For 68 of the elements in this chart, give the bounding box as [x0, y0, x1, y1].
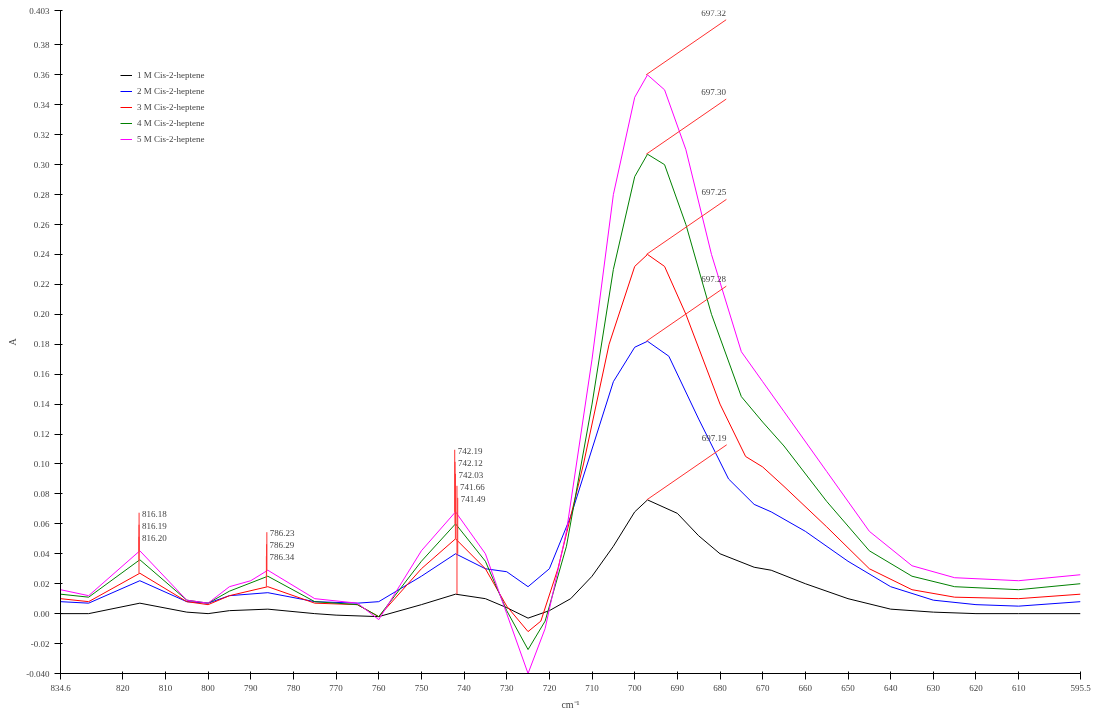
annotation: 741.66	[459, 481, 486, 492]
y-axis-title: A	[7, 337, 19, 346]
y-tick-label: 0.04	[33, 548, 50, 559]
y-tick-label: 0.12	[33, 429, 50, 440]
x-tick-label: 670	[755, 682, 770, 693]
annotation: 816.18	[142, 508, 168, 519]
annotation: 742.12	[458, 457, 483, 468]
y-tick-label: 0.02	[33, 578, 50, 589]
x-tick-label: 750	[414, 682, 429, 693]
y-tick-label: 0.32	[33, 129, 50, 140]
annotation: 697.25	[701, 187, 727, 198]
x-tick-label: 700	[627, 682, 642, 693]
x-tick-label: 720	[542, 682, 557, 693]
x-tick-label: 810	[158, 682, 173, 693]
x-tick-label: 630	[926, 682, 941, 693]
x-tick-label: 740	[457, 682, 472, 693]
y-tick-label: 0.16	[33, 369, 50, 380]
y-tick-label: 0.28	[33, 189, 50, 200]
y-tick-label: 0.24	[33, 249, 50, 260]
legend-label: 3 M Cis-2-heptene	[137, 102, 205, 112]
annotation: 697.32	[701, 7, 726, 18]
legend-label: 1 M Cis-2-heptene	[137, 70, 205, 80]
legend-label: 4 M Cis-2-heptene	[137, 118, 205, 128]
y-tick-label: 0.30	[33, 159, 50, 170]
x-tick-label: 680	[713, 682, 728, 693]
x-tick-label: 620	[969, 682, 984, 693]
x-axis-title: cm⁻¹	[561, 698, 580, 710]
y-tick-label: 0.10	[33, 458, 50, 469]
y-tick-label: 0.08	[33, 488, 50, 499]
x-tick-label: 790	[244, 682, 259, 693]
y-tick-label: 0.36	[33, 69, 50, 80]
y-tick-label: 0.14	[33, 399, 50, 410]
annotation: 786.34	[269, 552, 295, 563]
annotation: 816.20	[141, 532, 168, 543]
x-tick-label: 610	[1011, 682, 1026, 693]
y-tick-label: -0.02	[30, 638, 50, 649]
y-tick-label: 0.403	[29, 5, 50, 16]
x-tick-label: 730	[499, 682, 514, 693]
x-tick-label: 800	[201, 682, 216, 693]
x-tick-label: 770	[329, 682, 344, 693]
x-tick-label: 640	[883, 682, 898, 693]
x-tick-label: 690	[670, 682, 685, 693]
annotation: 786.23	[269, 528, 296, 539]
x-tick-label: 820	[116, 682, 131, 693]
x-tick-label: 760	[371, 682, 386, 693]
y-tick-label: 0.22	[33, 279, 50, 290]
y-tick-label: 0.34	[33, 99, 50, 110]
x-tick-label: 660	[798, 682, 813, 693]
annotation: 786.29	[269, 540, 295, 551]
x-tick-label: 650	[841, 682, 856, 693]
annotation: 697.30	[701, 87, 727, 98]
y-tick-label: -0.040	[26, 668, 50, 679]
y-tick-label: 0.20	[33, 309, 50, 320]
legend-label: 5 M Cis-2-heptene	[137, 134, 205, 144]
x-tick-label: 780	[286, 682, 301, 693]
x-tick-label: 710	[585, 682, 600, 693]
y-tick-label: 0.00	[33, 608, 50, 619]
x-tick-label: 595.5	[1070, 682, 1092, 693]
y-tick-label: 0.26	[33, 219, 50, 230]
annotation: 816.19	[142, 520, 168, 531]
y-tick-label: 0.18	[33, 339, 50, 350]
annotation: 742.03	[458, 469, 484, 480]
y-tick-label: 0.06	[33, 518, 50, 529]
y-tick-label: 0.38	[33, 39, 50, 50]
annotation: 742.19	[457, 445, 483, 456]
annotation: 741.49	[460, 493, 486, 504]
x-tick-label: 834.6	[50, 682, 72, 693]
legend-label: 2 M Cis-2-heptene	[137, 86, 205, 96]
